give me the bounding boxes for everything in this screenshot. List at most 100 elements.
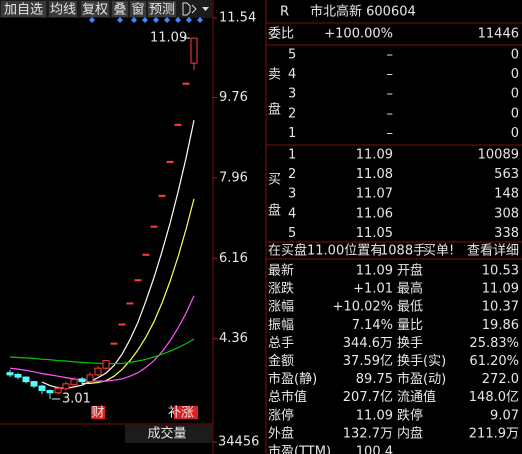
moving-average-line: [9, 295, 195, 382]
toolbar-button-label[interactable]: 窗: [131, 2, 144, 18]
stat-label: 最新: [268, 263, 294, 279]
stat-label: 涨跌: [268, 281, 294, 297]
price: 11.09: [356, 148, 393, 163]
volume-title: 成交量: [147, 426, 186, 442]
moving-average-line: [82, 198, 195, 384]
stat-value: +10.02%: [333, 300, 393, 315]
stat-value: 132.7万: [343, 426, 393, 441]
level: 3: [288, 187, 296, 202]
candle-body: [110, 342, 118, 345]
price: 11.08: [356, 167, 393, 182]
candle-body: [166, 160, 174, 163]
level: 5: [288, 48, 296, 63]
price: –: [387, 126, 394, 141]
toolbar-button[interactable]: [112, 1, 128, 17]
level: 1: [288, 148, 296, 163]
stat-value: 211.9万: [469, 426, 519, 441]
event-icons: [89, 17, 203, 23]
stat-value: 7.14%: [352, 318, 393, 333]
level: 5: [288, 226, 296, 241]
notice-link[interactable]: 查看详细: [467, 243, 519, 259]
candle-body: [142, 253, 150, 256]
high-price-label: 11.09: [150, 31, 187, 46]
candle-body: [126, 302, 134, 305]
toolbar-button-label[interactable]: 叠: [113, 3, 126, 18]
dropdown-icon[interactable]: [202, 7, 209, 11]
toolbar-button[interactable]: [49, 1, 77, 17]
price: –: [387, 67, 394, 82]
toolbar-button[interactable]: [1, 1, 46, 17]
buy-label: 盘: [268, 203, 281, 219]
candle-body: [62, 383, 70, 390]
candle-body: [14, 373, 22, 378]
stat-value: 61.20%: [469, 354, 519, 369]
toolbar-button[interactable]: [130, 1, 146, 17]
volume-title-box: [125, 425, 212, 443]
toolbar-button-label[interactable]: 加自选: [4, 3, 43, 18]
candle-body: [150, 225, 158, 228]
stat-label: 量比: [397, 318, 423, 333]
stat-label: 涨幅: [268, 300, 294, 315]
toolbar-button-label[interactable]: 预测: [149, 3, 175, 18]
moving-average-line: [9, 338, 195, 365]
volume: 308: [494, 206, 519, 221]
stat-label: 流通值: [397, 389, 436, 405]
low-price-label: 3.01: [62, 392, 91, 407]
price: 11.05: [356, 226, 393, 241]
stat-value: 148.0亿: [469, 390, 519, 405]
stat-label: 市盈(动): [397, 371, 446, 387]
ratio-value: +100.00%: [324, 27, 393, 42]
toolbar-button-label[interactable]: 复权: [82, 2, 108, 18]
stat-label: 开盘: [397, 263, 423, 279]
candle-body: [38, 385, 46, 392]
level: 1: [288, 126, 296, 141]
y-tick-label: 11.54: [219, 11, 256, 26]
toolbar-button[interactable]: [81, 1, 109, 17]
stat-label: 总市值: [268, 389, 307, 405]
stat-label: 外盘: [268, 425, 294, 441]
stat-value: 9.07: [490, 408, 519, 423]
candle-body: [86, 374, 94, 383]
level: 2: [288, 167, 296, 182]
stat-label: 内盘: [397, 425, 423, 441]
stat-label: 市盈(静): [268, 371, 317, 387]
sell-label: 盘: [268, 102, 281, 118]
price: 11.07: [356, 187, 393, 202]
stat-value: 37.59亿: [343, 354, 393, 369]
candle-body: [54, 387, 62, 394]
stat-value: 11.09: [356, 408, 393, 423]
toolbar-button[interactable]: [148, 1, 176, 17]
volume: 148: [494, 187, 519, 202]
stat-label: 换手(实): [397, 354, 446, 369]
toolbar-button-label[interactable]: 均线: [50, 3, 76, 18]
candle-body: [174, 123, 182, 126]
candle-body: [94, 367, 102, 376]
stat-label: 总手: [268, 336, 294, 351]
stat-value: 344.6万: [343, 336, 393, 351]
volume: 0: [511, 87, 519, 102]
stat-value: 11.09: [482, 282, 519, 297]
event-marker-box: [174, 406, 198, 419]
volume: 0: [511, 126, 519, 141]
level: 3: [288, 87, 296, 102]
volume: 338: [494, 226, 519, 241]
y-tick-label: 4.36: [219, 331, 248, 346]
ratio-diff: 11446: [478, 27, 519, 42]
stat-value: 25.83%: [469, 336, 519, 351]
y-tick-label: 9.76: [219, 90, 248, 105]
panel-icon[interactable]: [182, 2, 197, 16]
candle-body: [182, 82, 190, 85]
stat-value: 10.53: [482, 264, 519, 279]
event-marker: 财: [91, 406, 104, 421]
stat-value: 100.4: [356, 445, 393, 454]
price: –: [387, 106, 394, 121]
stat-label: 最低: [397, 300, 423, 315]
candle-body: [46, 390, 54, 394]
candle-body: [190, 37, 198, 64]
level: 4: [288, 206, 296, 221]
stat-label: 金额: [268, 353, 294, 369]
y-tick-label: 7.96: [219, 170, 248, 185]
stat-label: 市盈(TTM): [268, 444, 331, 454]
candle-body: [118, 323, 126, 326]
